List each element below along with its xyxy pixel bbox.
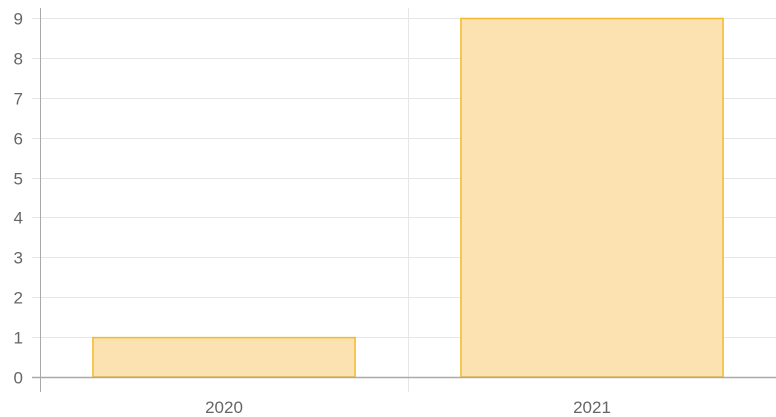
y-tick-label: 7 bbox=[14, 90, 23, 109]
axes bbox=[32, 8, 776, 392]
x-tick-label: 2020 bbox=[205, 398, 243, 417]
bar-2021 bbox=[460, 17, 724, 378]
y-tick-label: 1 bbox=[14, 329, 23, 348]
grid-lines bbox=[32, 8, 776, 392]
y-tick-label: 4 bbox=[14, 209, 23, 228]
y-tick-labels: 0 1 2 3 4 5 6 7 8 9 bbox=[14, 10, 23, 388]
y-tick-label: 3 bbox=[14, 249, 23, 268]
x-tick-labels: 2020 2021 bbox=[205, 398, 611, 417]
bar-2020 bbox=[92, 336, 356, 378]
y-tick-label: 6 bbox=[14, 130, 23, 149]
y-tick-label: 5 bbox=[14, 170, 23, 189]
y-tick-label: 0 bbox=[14, 369, 23, 388]
bars bbox=[92, 17, 724, 378]
y-tick-label: 8 bbox=[14, 50, 23, 69]
y-tick-label: 9 bbox=[14, 10, 23, 29]
y-tick-label: 2 bbox=[14, 289, 23, 308]
x-tick-label: 2021 bbox=[573, 398, 611, 417]
